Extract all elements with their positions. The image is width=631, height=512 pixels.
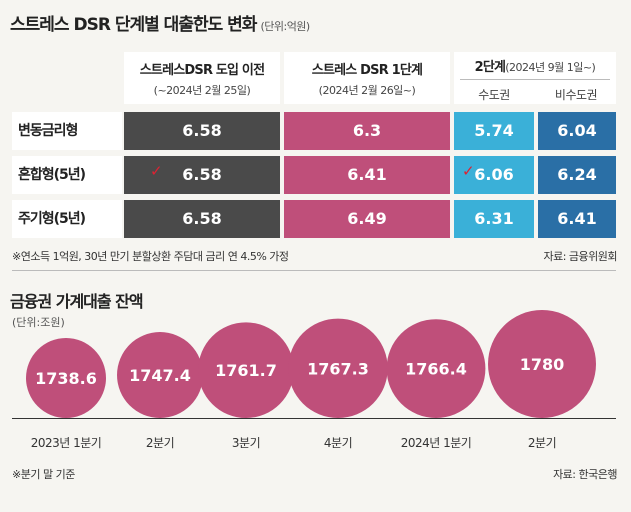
x-label-6: 2분기 bbox=[527, 436, 557, 450]
header-col1: 스트레스DSR 도입 이전 (~2024년 2월 25일) bbox=[124, 52, 280, 104]
header-col3-divider bbox=[460, 79, 610, 80]
bubble-label-2: 1747.4 bbox=[129, 366, 191, 385]
header-col2-main: 스트레스 DSR 1단계 bbox=[311, 63, 423, 78]
cell-r1-c3: 5.74 bbox=[454, 112, 534, 150]
section2-unit: (단위:조원) bbox=[12, 316, 65, 329]
cell-r1-c1: 6.58 bbox=[124, 112, 280, 150]
cell-r1-c4: 6.04 bbox=[538, 112, 616, 150]
cell-r2-c2: 6.41 bbox=[284, 156, 450, 194]
table-note: ※연소득 1억원, 30년 만기 분할상환 주담대 금리 연 4.5% 가정 bbox=[12, 250, 289, 263]
cell-r1-c2: 6.3 bbox=[284, 112, 450, 150]
section2-note: ※분기 말 기준 bbox=[12, 468, 75, 481]
section2-title: 금융권 가계대출 잔액 bbox=[10, 292, 144, 311]
check-mark-icon: ✓ bbox=[462, 162, 475, 180]
bubble-chart: 1738.6 1747.4 1761.7 1767.3 1766.4 1780 bbox=[26, 310, 596, 418]
x-label-1: 2023년 1분기 bbox=[30, 436, 102, 450]
section-divider bbox=[12, 270, 616, 271]
row-label-2: 혼합형(5년) bbox=[12, 156, 122, 194]
cell-r2-c3-value: 6.06 bbox=[474, 165, 514, 184]
cell-r2-c4: 6.24 bbox=[538, 156, 616, 194]
header-col2: 스트레스 DSR 1단계 (2024년 2월 26일~) bbox=[284, 52, 450, 104]
cell-r2-c3: ✓ 6.06 bbox=[454, 156, 534, 194]
cell-r3-c2: 6.49 bbox=[284, 200, 450, 238]
bubble-5 bbox=[386, 319, 486, 418]
table-source: 자료: 금융위원회 bbox=[543, 250, 617, 263]
title-unit: (단위:억원) bbox=[260, 20, 310, 33]
header-col3-sub: (2024년 9월 1일~) bbox=[505, 61, 596, 74]
title-text: 스트레스 DSR 단계별 대출한도 변화 bbox=[10, 15, 257, 35]
x-axis-line bbox=[12, 418, 616, 419]
x-label-2: 2분기 bbox=[145, 436, 175, 450]
x-label-3: 3분기 bbox=[231, 436, 261, 450]
header-col3-sub-a: 수도권 bbox=[478, 88, 510, 102]
header-col1-main: 스트레스DSR 도입 이전 bbox=[139, 63, 265, 78]
cell-r3-c1: 6.58 bbox=[124, 200, 280, 238]
bubble-label-1: 1738.6 bbox=[35, 369, 97, 388]
bubble-label-4: 1767.3 bbox=[307, 359, 369, 378]
cell-r2-c1: ✓ 6.58 bbox=[124, 156, 280, 194]
header-col3-top: 2단계(2024년 9월 1일~) bbox=[454, 56, 616, 75]
header-col3: 2단계(2024년 9월 1일~) 수도권 비수도권 bbox=[454, 52, 616, 104]
header-col3-main: 2단계 bbox=[474, 60, 506, 75]
cell-r3-c4: 6.41 bbox=[538, 200, 616, 238]
x-label-5: 2024년 1분기 bbox=[400, 436, 472, 450]
x-label-4: 4분기 bbox=[323, 436, 353, 450]
bubble-4 bbox=[288, 318, 388, 418]
cell-r2-c1-value: 6.58 bbox=[182, 165, 222, 184]
bubble-3 bbox=[198, 322, 294, 418]
bubble-label-6: 1780 bbox=[520, 355, 565, 374]
bubble-1 bbox=[26, 338, 106, 418]
header-col1-sub: (~2024년 2월 25일) bbox=[153, 84, 251, 97]
cell-r3-c3: 6.31 bbox=[454, 200, 534, 238]
check-mark-icon: ✓ bbox=[150, 162, 163, 180]
row-label-1: 변동금리형 bbox=[12, 112, 122, 150]
header-col2-sub: (2024년 2월 26일~) bbox=[318, 84, 416, 97]
bubble-label-3: 1761.7 bbox=[215, 361, 277, 380]
section2-source: 자료: 한국은행 bbox=[553, 468, 617, 481]
header-col3-sub-b: 비수도권 bbox=[554, 88, 598, 102]
row-label-3: 주기형(5년) bbox=[12, 200, 122, 238]
bubble-2 bbox=[117, 332, 203, 418]
chart-title: 스트레스 DSR 단계별 대출한도 변화 (단위:억원) bbox=[10, 10, 310, 35]
bubble-6 bbox=[488, 310, 596, 418]
bubble-label-5: 1766.4 bbox=[405, 360, 467, 379]
